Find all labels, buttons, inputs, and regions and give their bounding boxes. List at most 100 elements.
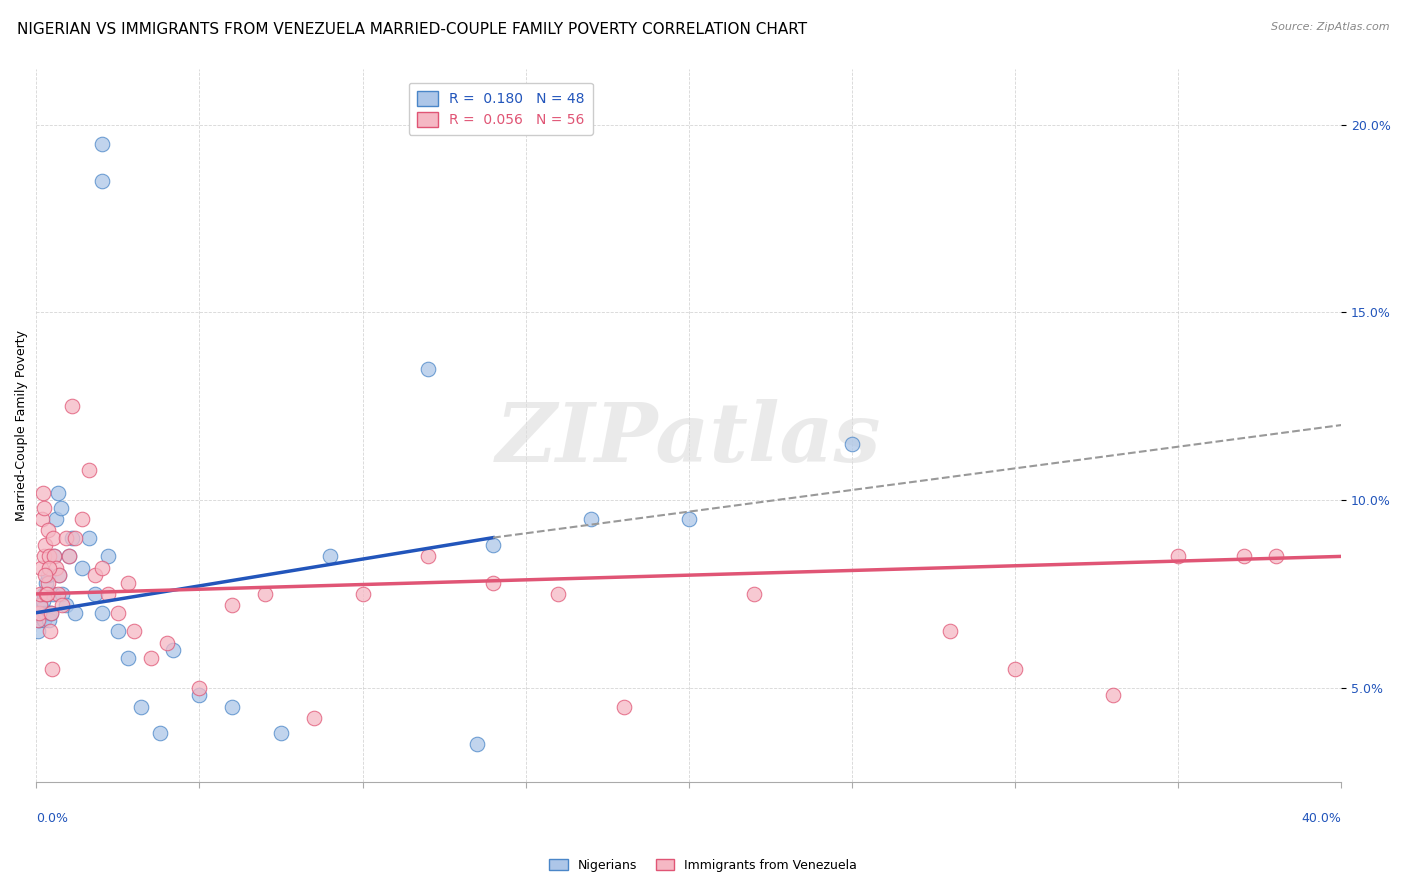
Point xyxy=(107,624,129,639)
Point xyxy=(32,500,55,515)
Point xyxy=(30,609,52,624)
Text: 40.0%: 40.0% xyxy=(1302,812,1341,824)
Point xyxy=(58,549,80,564)
Point xyxy=(30,587,52,601)
Point xyxy=(35,587,58,601)
Point xyxy=(117,575,139,590)
Point xyxy=(107,606,129,620)
Point xyxy=(34,549,56,564)
Point xyxy=(90,606,112,620)
Point xyxy=(55,598,77,612)
Point xyxy=(58,549,80,564)
Point xyxy=(27,624,49,639)
Point xyxy=(188,688,211,702)
Point xyxy=(352,587,374,601)
Point xyxy=(37,523,59,537)
Y-axis label: Married-Couple Family Poverty: Married-Couple Family Poverty xyxy=(15,329,28,521)
Point xyxy=(84,587,107,601)
Point xyxy=(547,587,569,601)
Point xyxy=(44,549,66,564)
Point xyxy=(31,602,53,616)
Point xyxy=(1265,549,1288,564)
Point xyxy=(38,549,60,564)
Point xyxy=(31,512,53,526)
Point xyxy=(939,624,962,639)
Point xyxy=(613,699,636,714)
Point xyxy=(65,606,87,620)
Point xyxy=(77,463,100,477)
Point xyxy=(37,568,59,582)
Point xyxy=(70,560,93,574)
Point xyxy=(41,662,63,676)
Point xyxy=(41,587,63,601)
Point xyxy=(416,549,439,564)
Point xyxy=(84,568,107,582)
Point xyxy=(465,737,488,751)
Text: NIGERIAN VS IMMIGRANTS FROM VENEZUELA MARRIED-COUPLE FAMILY POVERTY CORRELATION : NIGERIAN VS IMMIGRANTS FROM VENEZUELA MA… xyxy=(17,22,807,37)
Point xyxy=(37,575,59,590)
Point xyxy=(44,549,66,564)
Point xyxy=(46,587,69,601)
Point xyxy=(34,606,56,620)
Point xyxy=(90,174,112,188)
Point xyxy=(49,500,72,515)
Point xyxy=(31,485,53,500)
Point xyxy=(149,725,172,739)
Point xyxy=(270,725,292,739)
Legend: Nigerians, Immigrants from Venezuela: Nigerians, Immigrants from Venezuela xyxy=(544,854,862,877)
Point xyxy=(27,613,49,627)
Point xyxy=(48,568,70,582)
Point xyxy=(1102,688,1125,702)
Point xyxy=(302,711,325,725)
Text: ZIPatlas: ZIPatlas xyxy=(496,400,882,479)
Point xyxy=(55,531,77,545)
Point xyxy=(28,598,51,612)
Point xyxy=(579,512,602,526)
Text: 0.0%: 0.0% xyxy=(37,812,69,824)
Point xyxy=(117,650,139,665)
Point xyxy=(48,568,70,582)
Point xyxy=(1232,549,1254,564)
Point xyxy=(35,575,58,590)
Point xyxy=(28,606,51,620)
Point xyxy=(253,587,276,601)
Point xyxy=(1167,549,1189,564)
Point xyxy=(162,643,184,657)
Point xyxy=(32,613,55,627)
Point xyxy=(77,531,100,545)
Point xyxy=(28,613,51,627)
Point xyxy=(139,650,162,665)
Point xyxy=(31,594,53,608)
Point xyxy=(1004,662,1026,676)
Point xyxy=(221,699,243,714)
Point xyxy=(482,538,505,552)
Point xyxy=(122,624,145,639)
Point xyxy=(841,437,863,451)
Point xyxy=(678,512,700,526)
Point xyxy=(39,624,62,639)
Point xyxy=(30,598,52,612)
Point xyxy=(45,512,67,526)
Point xyxy=(319,549,342,564)
Point xyxy=(97,587,120,601)
Point xyxy=(51,587,73,601)
Point xyxy=(38,613,60,627)
Point xyxy=(38,560,60,574)
Point xyxy=(38,606,60,620)
Point xyxy=(41,531,63,545)
Point xyxy=(30,560,52,574)
Point xyxy=(45,560,67,574)
Point xyxy=(90,560,112,574)
Point xyxy=(156,636,179,650)
Point xyxy=(34,568,56,582)
Point xyxy=(35,587,58,601)
Legend: R =  0.180   N = 48, R =  0.056   N = 56: R = 0.180 N = 48, R = 0.056 N = 56 xyxy=(409,83,593,136)
Point xyxy=(65,531,87,545)
Point xyxy=(60,531,83,545)
Point xyxy=(90,136,112,151)
Point xyxy=(34,538,56,552)
Point xyxy=(129,699,152,714)
Point xyxy=(221,598,243,612)
Point xyxy=(60,399,83,413)
Point xyxy=(28,606,51,620)
